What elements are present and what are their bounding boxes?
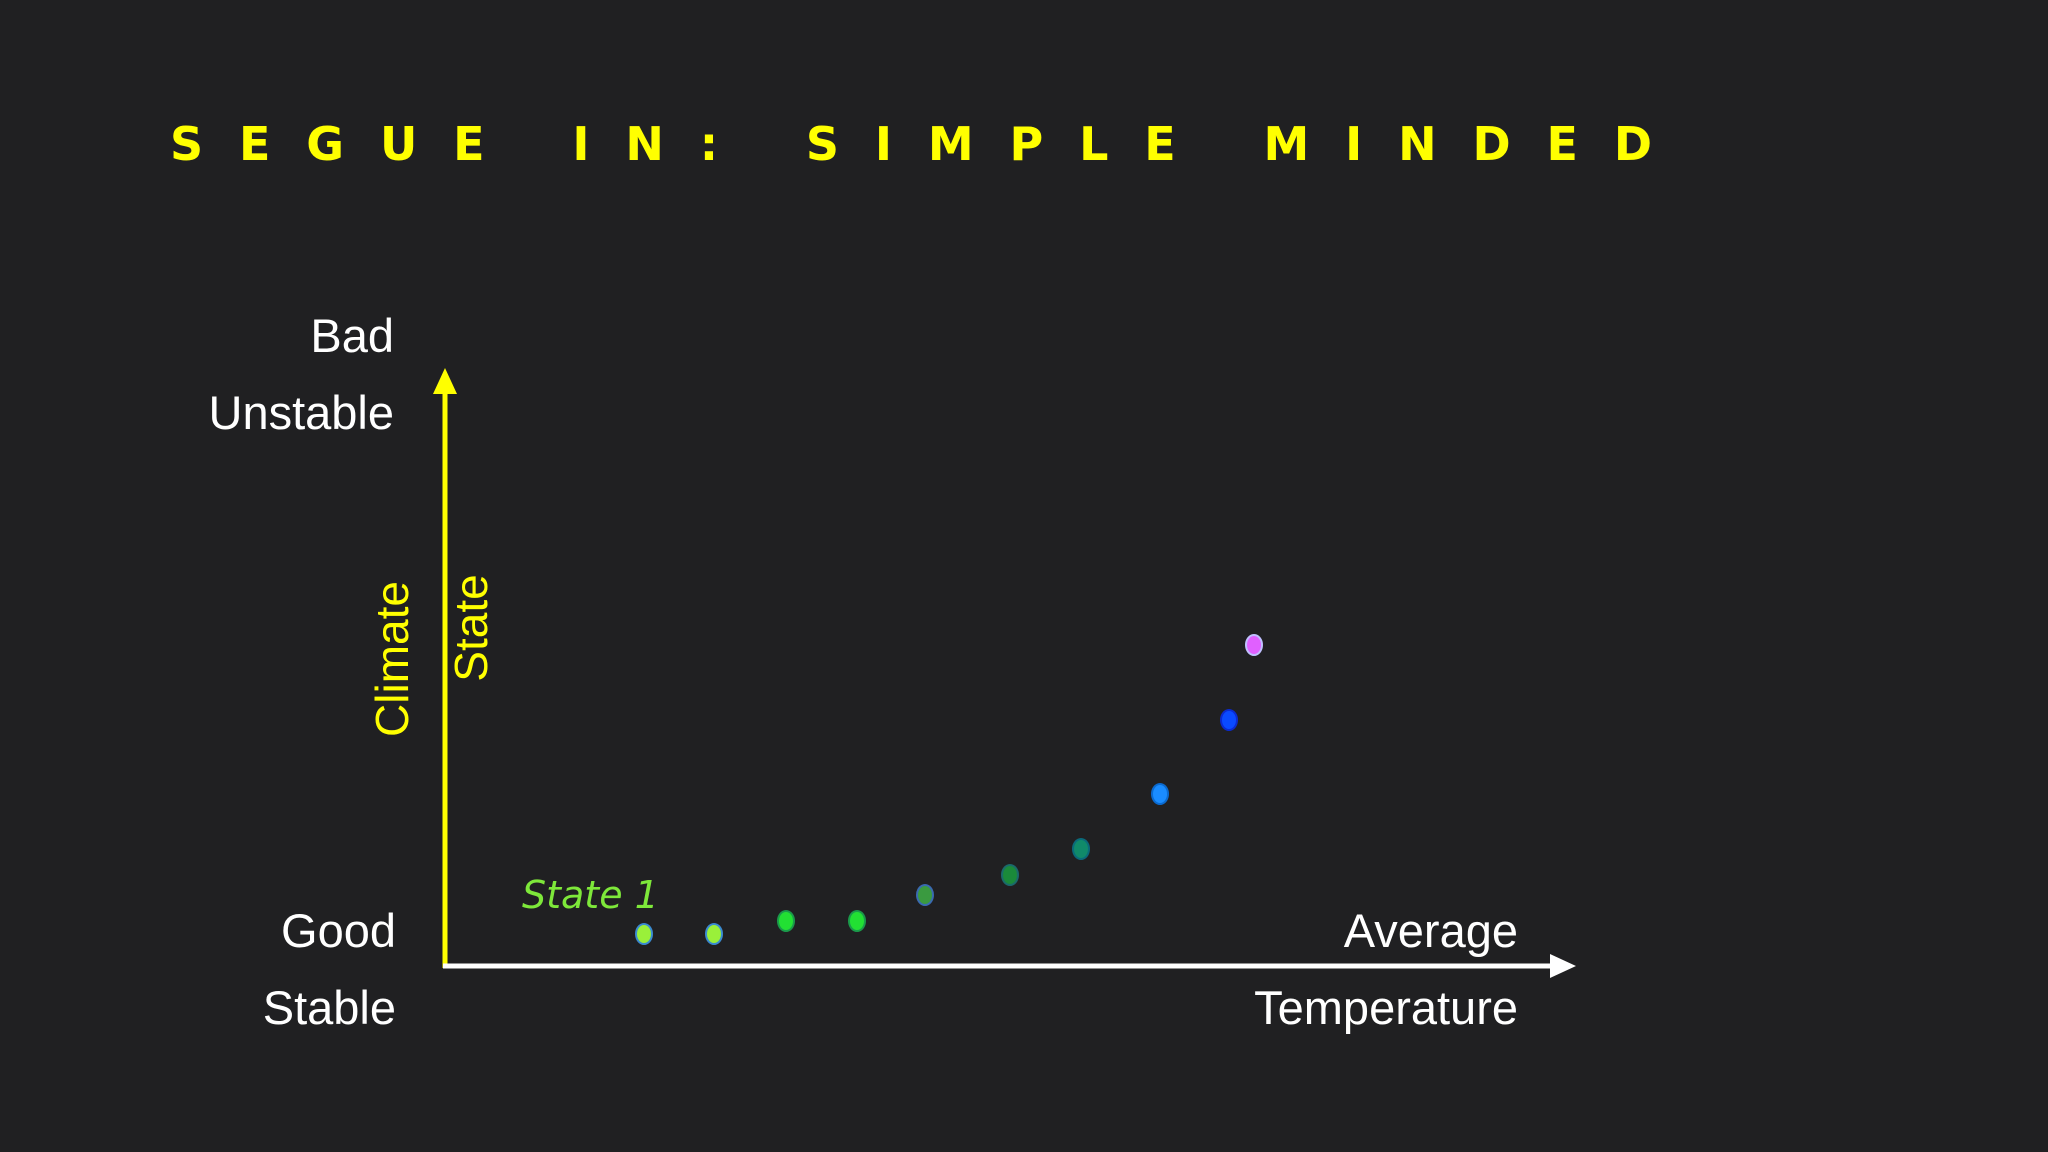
point xyxy=(635,923,653,945)
annotation: State 1 xyxy=(522,873,659,917)
point xyxy=(1151,783,1169,805)
y-top-label: Unstable xyxy=(209,386,395,439)
x-axis-arrow xyxy=(1550,954,1576,978)
point xyxy=(777,910,795,932)
point xyxy=(916,884,934,906)
y-axis-arrow xyxy=(433,368,457,394)
y-bottom-label: Stable xyxy=(263,981,396,1034)
y-title: State xyxy=(445,574,497,681)
point xyxy=(1072,838,1090,860)
y-bottom-label: Good xyxy=(281,904,396,957)
x-label: Average xyxy=(1344,904,1518,957)
y-top-label: Bad xyxy=(310,309,394,362)
point xyxy=(1245,634,1263,656)
point xyxy=(848,910,866,932)
x-label: Temperature xyxy=(1254,981,1518,1034)
point xyxy=(1001,864,1019,886)
y-title: Climate xyxy=(366,581,418,737)
points xyxy=(635,634,1263,945)
point xyxy=(705,923,723,945)
point xyxy=(1220,709,1238,731)
